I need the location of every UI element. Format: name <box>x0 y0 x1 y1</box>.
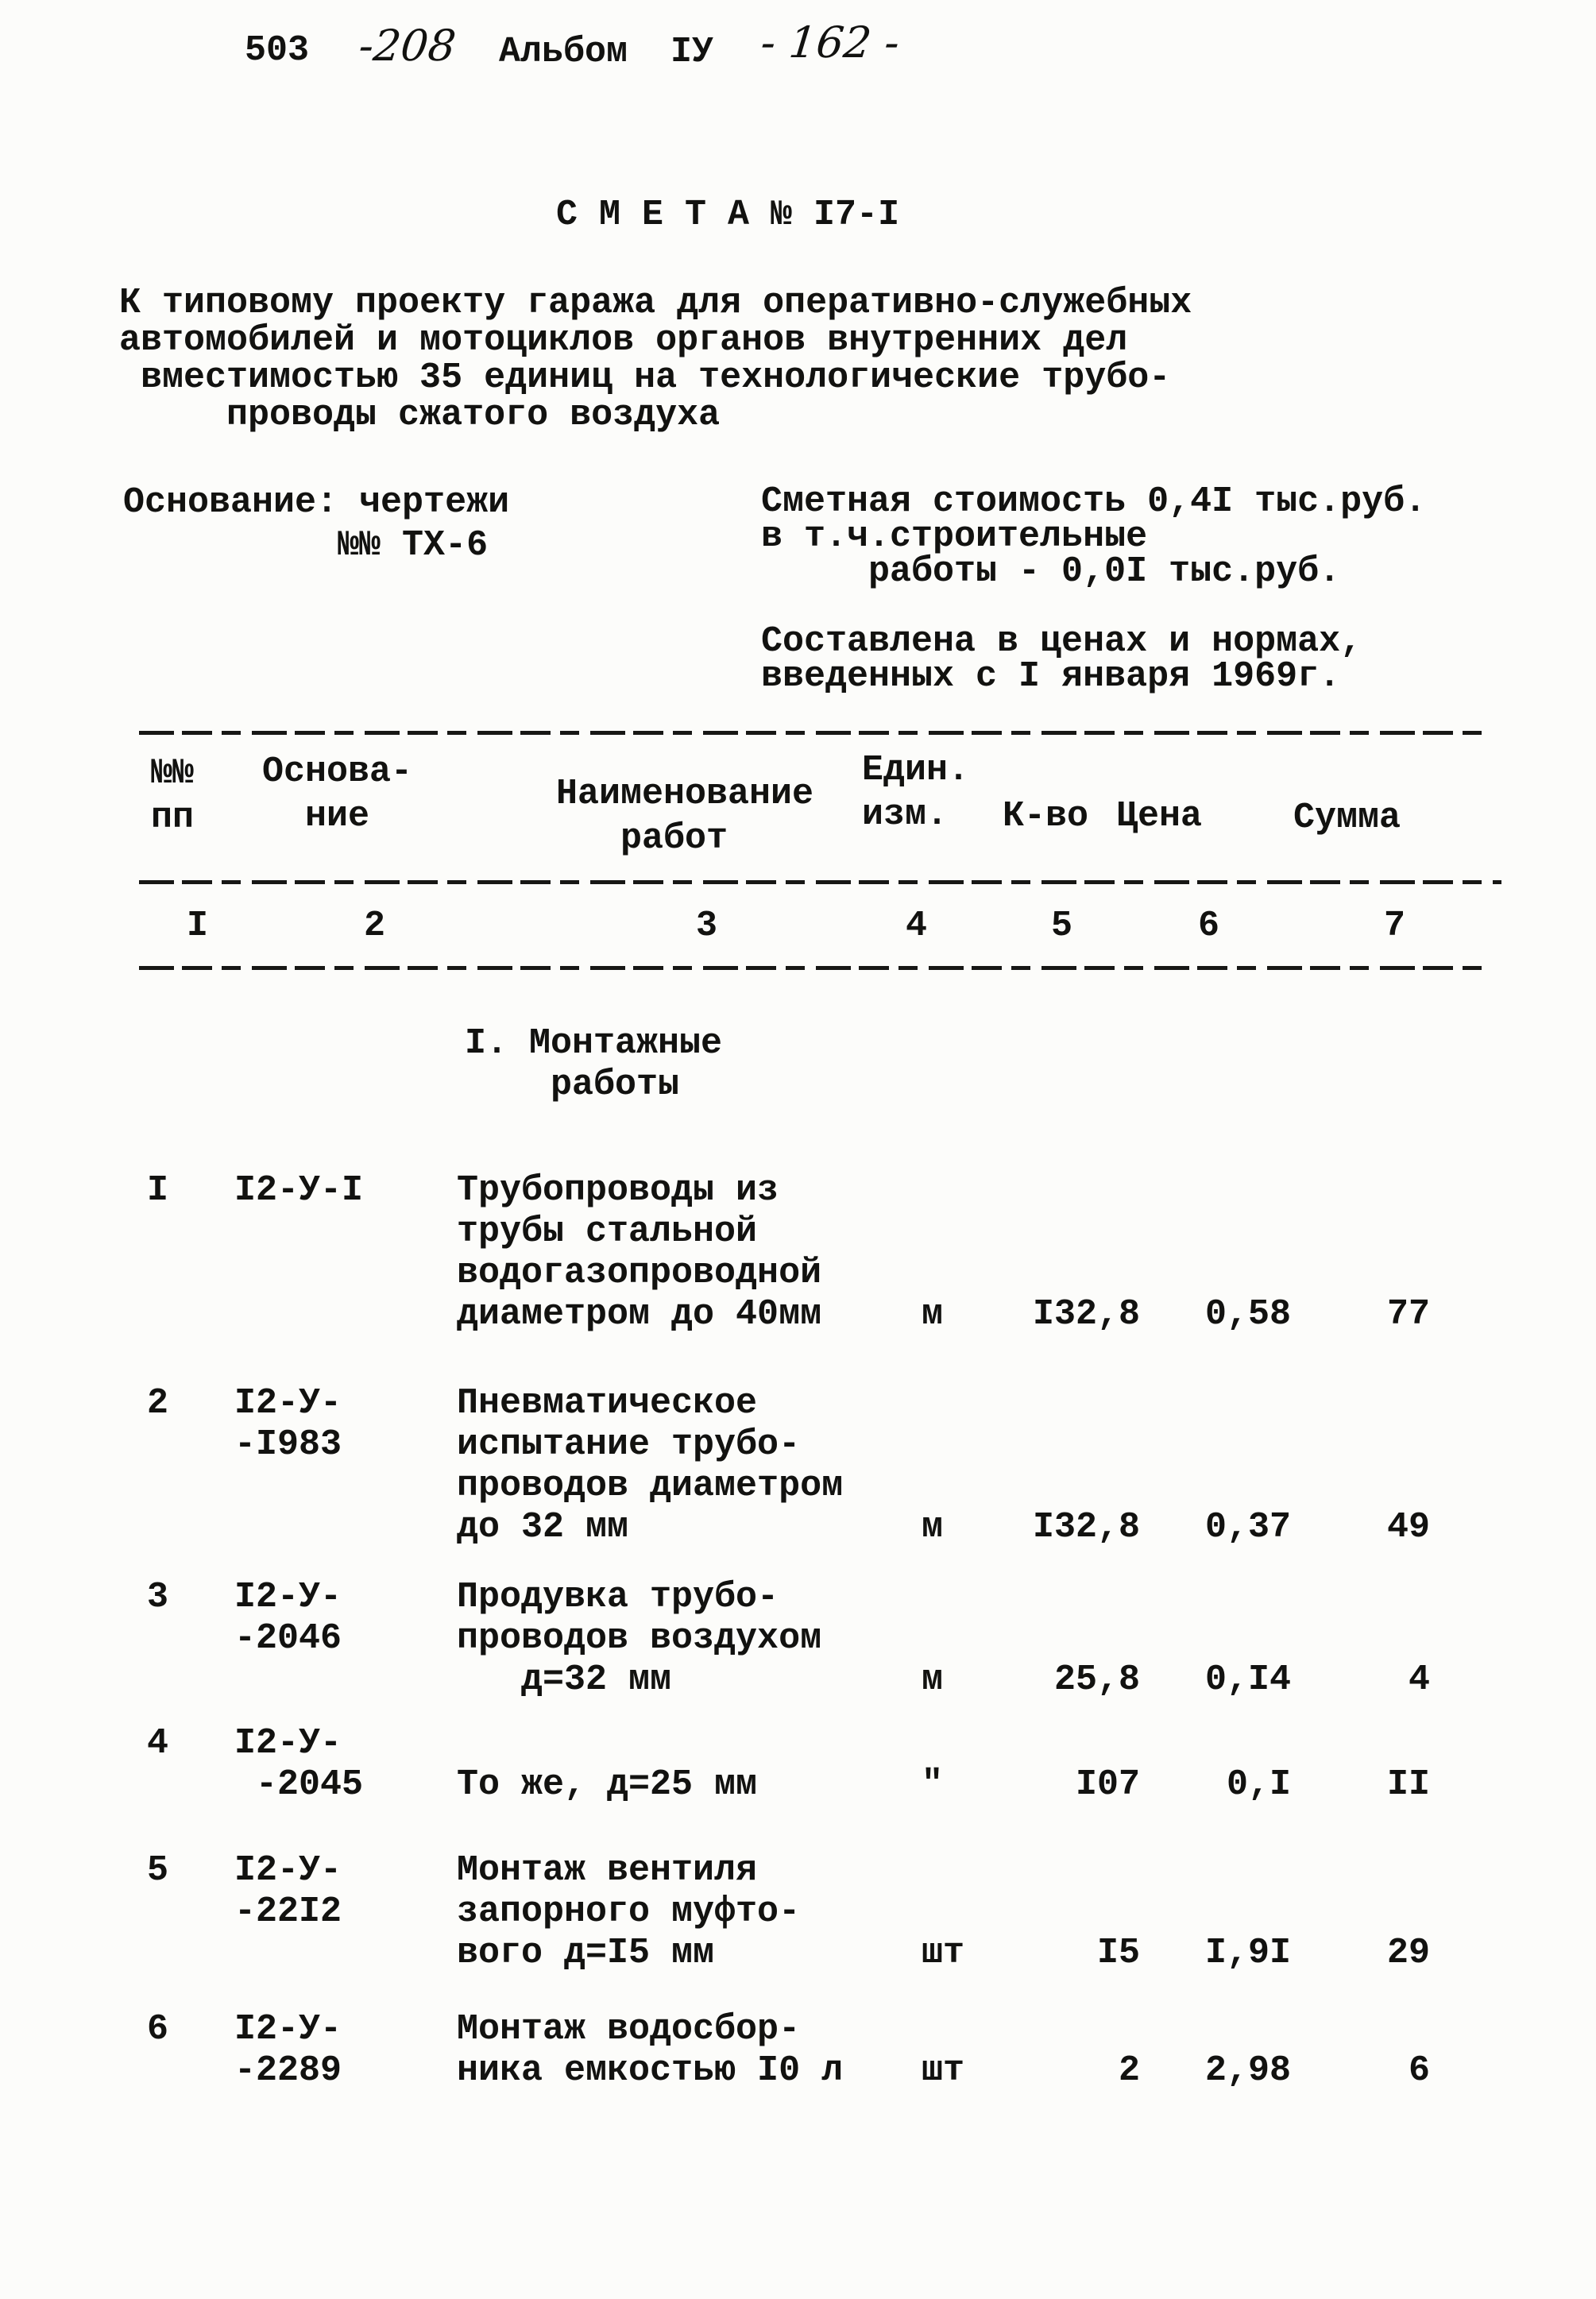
row-unit: шт <box>922 2050 965 2091</box>
col-header-basis: Основа- ние <box>262 752 413 837</box>
row-unit: м <box>922 1294 944 1335</box>
table-header-rule <box>139 880 1501 884</box>
row-sum: 6 <box>1408 2050 1430 2091</box>
page-number-handwritten: - 162 - <box>758 17 902 68</box>
row-unit: " <box>922 1764 944 1805</box>
row-basis-code: I2-У- -22I2 <box>234 1850 342 1932</box>
row-price: 2,98 <box>1204 2050 1291 2091</box>
col-number-4: 4 <box>906 906 928 946</box>
col-header-no: №№ пп <box>151 753 195 838</box>
row-number: 6 <box>147 2009 169 2050</box>
col-number-1: I <box>187 906 209 946</box>
estimate-cost-block: Сметная стоимость 0,4I тыс.руб. в т.ч.ст… <box>761 481 1427 592</box>
row-quantity: I5 <box>1096 1933 1140 1973</box>
row-work-name: Монтаж водосбор- ника емкостью I0 л <box>457 2009 844 2091</box>
row-basis-code: I2-У- -2046 <box>234 1577 342 1659</box>
table-row: 3 I2-У- -2046 Продувка трубо- проводов в… <box>147 1577 1430 1701</box>
table-row: 4 I2-У- -2045 То же, д=25 мм " I07 0,I I… <box>147 1723 1430 1806</box>
row-price: I,9I <box>1204 1933 1291 1973</box>
row-unit: м <box>922 1660 944 1700</box>
row-sum: 49 <box>1386 1507 1430 1547</box>
project-code: 503 <box>245 30 310 71</box>
row-sum: 4 <box>1408 1660 1430 1700</box>
col-header-sum: Сумма <box>1293 798 1401 838</box>
row-quantity: I07 <box>1075 1764 1140 1805</box>
basis-block: Основание: чертежи №№ ТХ-6 <box>123 482 510 566</box>
row-quantity: 25,8 <box>1053 1660 1140 1700</box>
col-header-name: Наименование работ <box>556 774 814 859</box>
row-price: 0,I <box>1226 1764 1291 1805</box>
row-quantity: I32,8 <box>1032 1294 1140 1335</box>
col-number-7: 7 <box>1384 906 1406 946</box>
row-work-name: Монтаж вентиля запорного муфто- вого д=I… <box>457 1850 801 1973</box>
row-quantity: I32,8 <box>1032 1507 1140 1547</box>
col-header-qty: К-во <box>1003 796 1089 837</box>
row-work-name: Пневматическое испытание трубо- проводов… <box>457 1383 844 1547</box>
row-work-name: То же, д=25 мм <box>457 1764 758 1805</box>
row-price: 0,I4 <box>1204 1660 1291 1700</box>
row-sum: 29 <box>1386 1933 1430 1973</box>
col-number-5: 5 <box>1051 906 1073 946</box>
table-top-rule <box>139 731 1490 735</box>
row-price: 0,58 <box>1204 1294 1291 1335</box>
row-number: 2 <box>147 1383 169 1424</box>
row-basis-code: I2-У- -2289 <box>234 2009 342 2091</box>
row-work-name: Продувка трубо- проводов воздухом д=32 м… <box>457 1577 822 1700</box>
row-unit: шт <box>922 1933 965 1973</box>
row-sum: 77 <box>1386 1294 1430 1335</box>
row-price: 0,37 <box>1204 1507 1291 1547</box>
table-row: I I2-У-I Трубопроводы из трубы стальной … <box>147 1170 1430 1335</box>
document-title: С М Е Т А № I7-I <box>556 195 900 235</box>
row-basis-code: I2-У- -2045 <box>234 1723 364 1805</box>
row-number: 4 <box>147 1723 169 1764</box>
table-row: 6 I2-У- -2289 Монтаж водосбор- ника емко… <box>147 2009 1430 2092</box>
table-row: 5 I2-У- -22I2 Монтаж вентиля запорного м… <box>147 1850 1430 1974</box>
row-work-name: Трубопроводы из трубы стальной водогазоп… <box>457 1170 822 1335</box>
row-quantity: 2 <box>1118 2050 1140 2091</box>
col-header-price: Цена <box>1116 796 1203 837</box>
prices-note-block: Составлена в ценах и нормах, введенных с… <box>761 621 1362 697</box>
row-unit: м <box>922 1507 944 1547</box>
row-basis-code: I2-У- -I983 <box>234 1383 342 1465</box>
row-sum: II <box>1386 1764 1430 1805</box>
project-code-suffix-handwritten: -208 <box>356 21 458 71</box>
album-label: Альбом IУ <box>499 32 714 72</box>
row-basis-code: I2-У-I <box>234 1170 364 1211</box>
row-number: 3 <box>147 1577 169 1617</box>
col-number-2: 2 <box>364 906 386 946</box>
subject-paragraph: К типовому проекту гаража для оперативно… <box>119 283 1192 435</box>
col-header-unit: Един. изм. <box>862 750 970 835</box>
col-number-6: 6 <box>1198 906 1220 946</box>
col-number-3: 3 <box>696 906 718 946</box>
table-colnum-rule <box>139 966 1490 970</box>
row-number: 5 <box>147 1850 169 1891</box>
table-body: I I2-У-I Трубопроводы из трубы стальной … <box>147 1170 1430 2092</box>
section-title: I. Монтажные работы <box>465 1023 723 1105</box>
table-row: 2 I2-У- -I983 Пневматическое испытание т… <box>147 1383 1430 1548</box>
row-number: I <box>147 1170 169 1211</box>
